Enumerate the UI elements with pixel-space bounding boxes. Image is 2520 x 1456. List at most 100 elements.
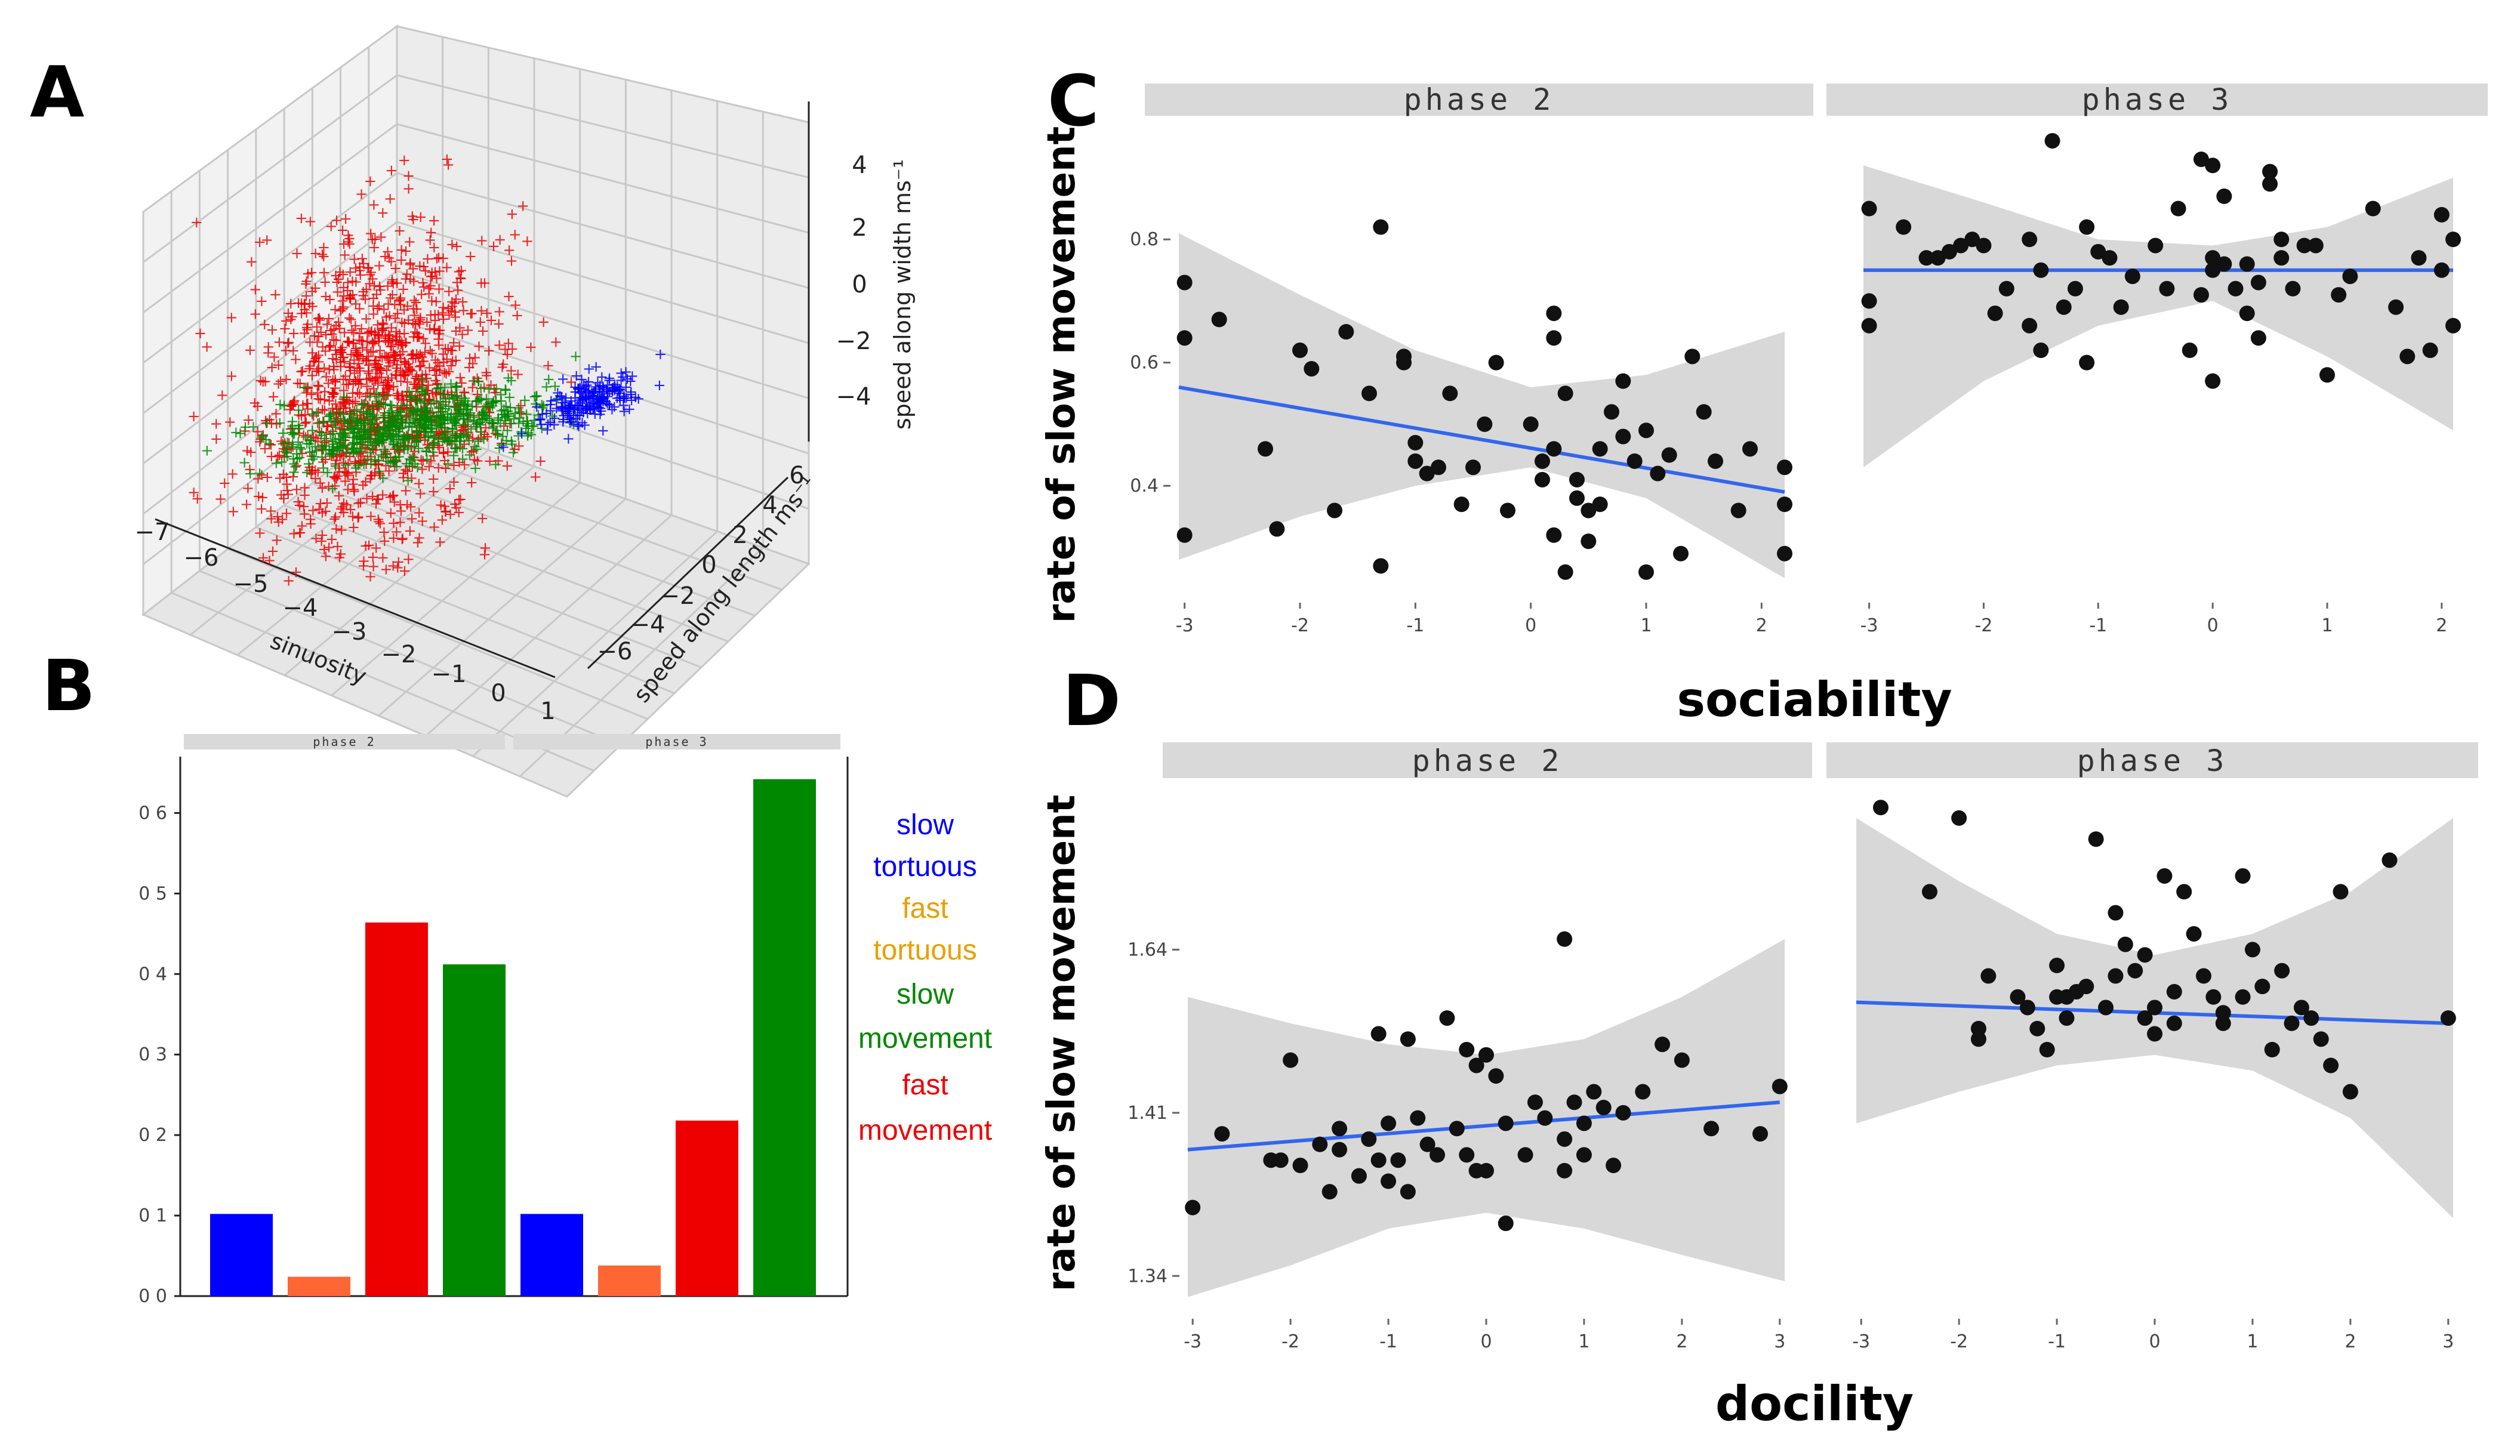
data-point [2193,287,2209,303]
panel-a-point-slow-tortuous: + [620,363,633,381]
panel-a-point-fast-movement: + [401,265,414,283]
panel-a-point-fast-movement: + [272,375,285,393]
data-point [1527,1094,1543,1110]
panel-a-point-fast-movement: + [392,335,405,353]
panel-a-point-fast-movement: + [289,563,303,581]
panel-a-point-fast-movement: + [413,375,426,393]
panel-b-legend: slow tortuous fast tortuous slow movemen… [858,809,992,1146]
panel-a-point-fast-movement: + [346,273,359,291]
panel-a-point-fast-movement: + [395,251,408,269]
panel-a-point-fast-movement: + [329,317,343,335]
panel-a-x-tick: −6 [184,544,219,572]
panel-a-grid-line [396,172,809,289]
panel-a-point-fast-movement: + [427,239,440,257]
panel-a-point-fast-movement: + [318,541,331,559]
panel-a-point-fast-movement: + [420,313,433,331]
panel-a-point-fast-movement: + [384,190,397,208]
data-point [1390,1152,1406,1168]
data-point [1557,385,1573,402]
panel-a-point-fast-movement: + [410,406,423,424]
panel-a-point-fast-movement: + [398,562,411,580]
data-point [1400,1184,1416,1200]
x-tick-label: -2 [1974,615,1992,636]
panel-a-point-fast-movement: + [294,524,307,542]
panel-a-point-fast-movement: + [263,411,276,429]
panel-a-grid-line [143,270,398,465]
panel-a-z-tick: 4 [852,152,867,179]
data-point [1569,471,1585,488]
x-tick-label: -2 [1281,1331,1299,1352]
data-point [1477,416,1493,432]
data-point [1439,1010,1455,1026]
data-point [1465,459,1481,476]
panel-a-point-fast-movement: + [335,498,349,516]
panel-a-point-fast-movement: + [318,359,331,377]
panel-a-point-slow-tortuous: + [534,410,547,428]
panel-a-point-fast-movement: + [334,545,347,563]
panel-a-point-fast-movement: + [361,385,374,403]
data-point [1407,434,1424,451]
panel-a-point-fast-movement: + [244,341,257,359]
panel-a-y-tick: −4 [630,611,666,638]
data-point [2228,280,2244,297]
panel-a-point-slow-movement: + [444,409,457,427]
data-point [1292,1158,1308,1174]
panel-a-point-fast-movement: + [261,344,275,362]
panel-a-point-fast-movement: + [461,321,475,339]
panel-a-point-fast-movement: + [377,386,390,404]
data-point [1557,1162,1573,1179]
panel-d-strip-label-phase-2: phase 2 [1412,744,1563,778]
panel-a-grid-line [189,433,443,636]
panel-a-point-fast-movement: + [455,374,469,392]
data-point [2205,989,2222,1005]
panel-a-point-slow-tortuous: + [574,391,587,409]
panel-a-point-fast-movement: + [323,392,336,410]
panel-a-point-slow-movement: + [321,464,334,482]
data-point [2254,979,2271,995]
data-point [2127,963,2143,979]
data-point [1980,968,1997,984]
panel-a-point-fast-movement: + [415,451,428,469]
data-point [2186,926,2202,942]
panel-a-point-slow-movement: + [569,347,583,365]
data-point [2365,200,2381,217]
panel-a-point-fast-movement: + [398,314,411,332]
panel-a-point-fast-movement: + [372,297,386,315]
panel-a-point-fast-movement: + [377,319,390,337]
data-point [1638,422,1654,439]
panel-a-point-fast-movement: + [395,334,408,351]
data-point [1661,447,1677,463]
panel-a-point-fast-movement: + [389,451,402,469]
panel-a-y-tick: −6 [597,638,633,665]
panel-a-point-fast-movement: + [415,286,428,304]
panel-a-point-slow-movement: + [229,424,242,442]
panel-a-point-fast-movement: + [356,332,369,350]
panel-a-point-fast-movement: + [344,290,357,308]
panel-a-point-fast-movement: + [438,364,451,382]
data-point [2079,354,2095,371]
panel-a-point-fast-movement: + [464,407,477,425]
panel-a-point-fast-movement: + [448,303,461,321]
panel-a-point-fast-movement: + [242,479,255,497]
panel-a-point-fast-movement: + [266,542,279,560]
panel-d-strip-label-phase-3: phase 3 [2077,744,2228,778]
x-tick-label: 1 [2247,1331,2258,1352]
panel-a-point-fast-movement: + [333,319,346,337]
panel-a-point-fast-movement: + [386,271,399,289]
panel-a-point-fast-movement: + [227,502,240,520]
panel-a-point-fast-movement: + [487,237,500,255]
data-point [1327,502,1342,519]
panel-a-point-fast-movement: + [337,348,350,366]
data-point [2216,256,2232,272]
panel-a-point-fast-movement: + [386,273,399,291]
panel-a-point-fast-movement: + [388,346,401,364]
panel-a-point-fast-movement: + [478,545,491,563]
data-point [1410,1110,1426,1126]
x-tick-label: 3 [2442,1331,2454,1352]
panel-a-point-fast-movement: + [398,367,411,385]
data-point [1703,1121,1720,1137]
panel-a-point-fast-movement: + [240,495,253,513]
panel-b-bar-phase-2-fast-tortuous [288,1276,350,1296]
panel-a-point-fast-movement: + [428,519,441,536]
data-point [1361,1131,1377,1147]
